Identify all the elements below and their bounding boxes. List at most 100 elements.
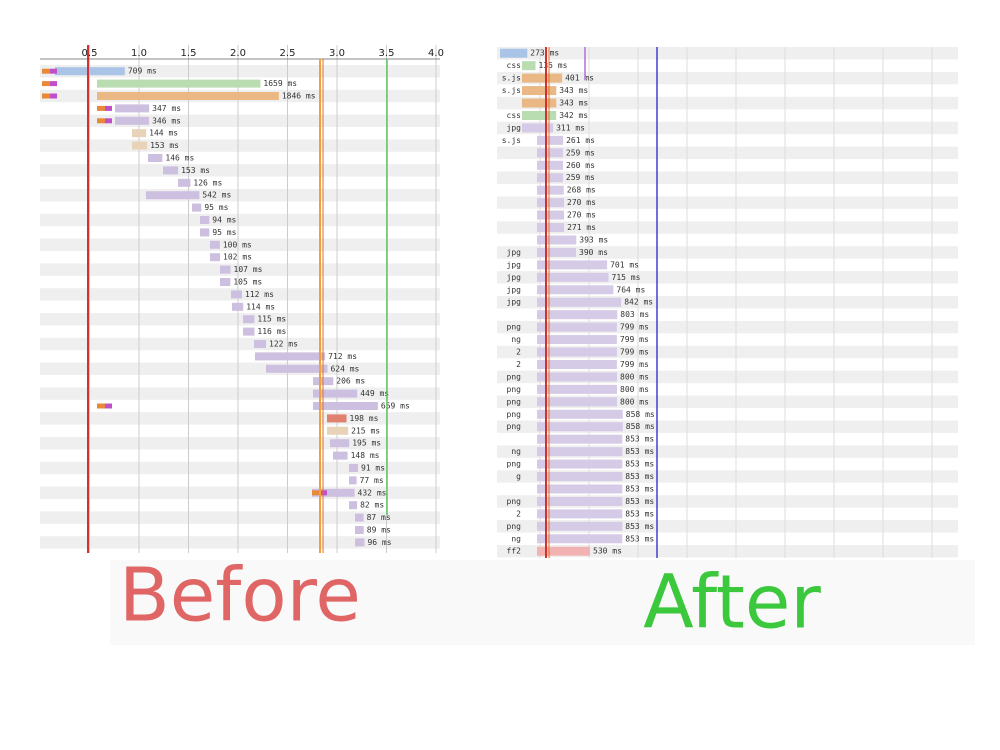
file-name: css: [507, 61, 522, 70]
duration-label: 311 ms: [556, 123, 585, 132]
after-waterfall: 273 ms css 135 ms s.js 401 ms s.js 343 ms 343 m…: [497, 47, 958, 558]
request-bar: [132, 129, 147, 138]
file-name: 2: [516, 360, 521, 369]
duration-label: 800 ms: [620, 397, 649, 406]
request-bar: [327, 426, 349, 435]
duration-label: 853 ms: [625, 522, 654, 531]
row-stripe: [497, 545, 958, 558]
duration-label: 261 ms: [566, 136, 595, 145]
duration-label: 530 ms: [593, 547, 622, 556]
request-bar: [522, 98, 557, 108]
file-name: s.js: [502, 86, 521, 95]
file-name: ng: [511, 335, 521, 344]
request-bar: [200, 228, 210, 237]
axis-tick-label: 3.0: [329, 48, 345, 59]
duration-label: 853 ms: [625, 497, 654, 506]
duration-label: 195 ms: [352, 439, 381, 448]
duration-label: 401 ms: [565, 74, 594, 83]
ssl-segment: [50, 93, 57, 99]
duration-label: 77 ms: [360, 476, 384, 485]
file-name: ff2: [507, 547, 522, 556]
file-name: png: [507, 422, 522, 431]
file-name: ng: [511, 534, 521, 543]
row-stripe: [497, 96, 958, 110]
file-name: css: [507, 111, 522, 120]
file-name: png: [507, 410, 522, 419]
request-bar: [537, 335, 617, 345]
duration-label: 803 ms: [620, 310, 649, 319]
request-bar: [220, 278, 231, 286]
request-bar: [537, 173, 563, 183]
file-name: png: [507, 460, 522, 469]
request-bar: [537, 484, 623, 494]
axis-tick-label: 2.5: [280, 48, 296, 59]
row-stripe: [40, 461, 440, 475]
request-bar: [148, 154, 163, 162]
request-bar: [537, 546, 590, 556]
axis-tick-label: 4.0: [428, 48, 444, 59]
request-bar: [313, 402, 378, 410]
duration-label: 393 ms: [579, 235, 608, 244]
request-bar: [312, 488, 355, 497]
request-bar: [537, 235, 577, 245]
row-stripe: [497, 121, 958, 135]
duration-label: 390 ms: [579, 248, 608, 257]
after-caption: After: [643, 560, 821, 646]
duration-label: 858 ms: [626, 410, 655, 419]
duration-label: 542 ms: [202, 191, 231, 200]
dns-segment: [97, 118, 105, 124]
file-name: jpg: [507, 248, 522, 257]
before-waterfall: 0.5 1.0 1.5 2.0 2.5 3.0 3.5 4.0 709 ms 1659 ms 184…: [40, 45, 444, 553]
row-stripe: [497, 171, 958, 184]
duration-label: 712 ms: [328, 352, 357, 361]
file-name: png: [507, 522, 522, 531]
request-bar: [220, 265, 231, 274]
caption-band: [110, 560, 975, 645]
file-name: jpg: [507, 260, 522, 269]
request-bar: [132, 141, 148, 150]
duration-label: 800 ms: [620, 372, 649, 381]
request-bar: [327, 414, 347, 423]
ssl-segment: [50, 81, 57, 87]
request-bar: [537, 509, 623, 519]
row-stripe: [40, 362, 440, 375]
row-stripe: [40, 313, 440, 326]
duration-label: 102 ms: [223, 253, 252, 262]
duration-label: 268 ms: [567, 186, 596, 195]
ssl-segment: [105, 105, 112, 111]
duration-label: 116 ms: [257, 327, 286, 336]
duration-label: 259 ms: [566, 173, 595, 182]
duration-label: 107 ms: [234, 265, 263, 274]
duration-label: 206 ms: [336, 377, 365, 386]
duration-label: 95 ms: [204, 203, 228, 212]
duration-label: 122 ms: [269, 340, 298, 349]
request-bar: [349, 501, 358, 510]
request-bar: [355, 538, 365, 547]
row-stripe: [497, 146, 958, 160]
row-stripe: [497, 246, 958, 259]
duration-label: 198 ms: [350, 414, 379, 423]
file-name: png: [507, 385, 522, 394]
duration-label: 260 ms: [566, 161, 595, 170]
request-bar: [266, 364, 328, 373]
request-bar: [163, 166, 179, 175]
duration-label: 715 ms: [612, 273, 641, 282]
request-bar: [355, 526, 364, 534]
request-bar: [522, 61, 536, 71]
axis-tick-label: 3.5: [379, 48, 395, 59]
request-bar: [146, 191, 200, 200]
request-bar: [537, 210, 564, 220]
duration-label: 114 ms: [246, 302, 275, 311]
duration-label: 842 ms: [624, 298, 653, 307]
request-bar: [178, 178, 191, 187]
request-bar: [537, 260, 608, 270]
request-bar: [115, 116, 150, 125]
row-stripe: [40, 213, 440, 227]
request-bar: [537, 359, 617, 369]
file-name: jpg: [507, 298, 522, 307]
duration-label: 135 ms: [539, 61, 568, 70]
duration-label: 799 ms: [620, 335, 649, 344]
request-bar: [537, 347, 617, 357]
request-bar: [231, 290, 243, 299]
duration-label: 799 ms: [620, 360, 649, 369]
